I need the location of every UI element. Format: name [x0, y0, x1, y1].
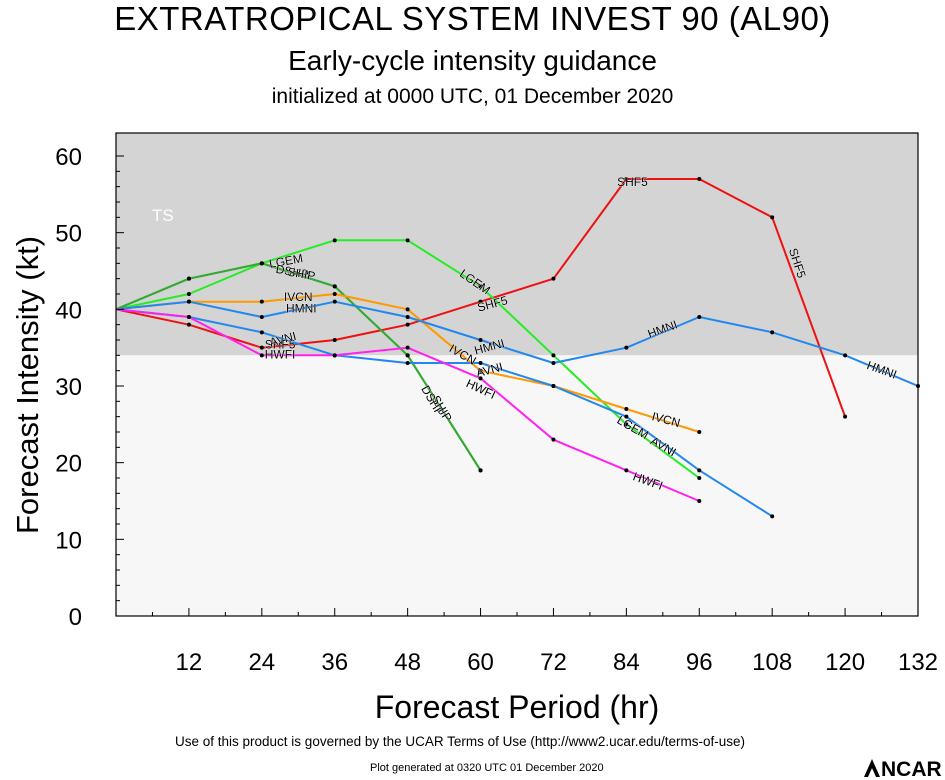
data-point-hmni — [551, 361, 556, 365]
series-label-ivcn: IVCN — [284, 290, 313, 304]
data-point-avni — [624, 414, 629, 419]
data-point-shf5 — [186, 322, 191, 327]
y-tick-label: 40 — [55, 297, 82, 324]
series-label-hwfi: HWFI — [265, 348, 296, 362]
data-point-ivcn — [332, 292, 337, 296]
y-axis-label: Forecast Intensity (kt) — [10, 236, 45, 534]
ncar-logo-text: NCAR — [881, 758, 942, 780]
data-point-hwfi — [551, 437, 556, 442]
init-time-label: initialized at 0000 UTC, 01 December 202… — [271, 85, 674, 108]
y-tick-label: 20 — [55, 451, 82, 478]
data-point-avni — [478, 361, 483, 365]
series-label-shf5: SHF5 — [265, 338, 296, 352]
series-label-ship: SHIP — [286, 265, 316, 284]
data-point-ship — [405, 353, 410, 358]
y-tick-label: 50 — [55, 221, 82, 248]
data-point-ship — [478, 468, 483, 473]
generated-time-text: Plot generated at 0320 UTC 01 December 2… — [370, 762, 604, 774]
data-point-lgem — [478, 284, 483, 289]
data-point-shf5 — [478, 299, 483, 304]
data-point-hwfi — [624, 468, 629, 473]
data-point-hmni — [405, 315, 410, 319]
data-point-hmni — [697, 315, 702, 319]
data-point-ivcn — [405, 307, 410, 312]
data-point-hmni — [478, 338, 483, 342]
x-tick-label: 48 — [394, 649, 421, 676]
data-point-ivcn — [624, 407, 629, 411]
series-line-hmni — [115, 300, 919, 387]
series-label-hmni: HMNI — [286, 302, 317, 316]
data-point-ship — [332, 284, 337, 289]
data-point-shf5 — [697, 177, 702, 181]
y-tick-label: 30 — [55, 374, 82, 401]
data-point-shf5 — [624, 177, 629, 181]
data-point-ship — [259, 261, 264, 266]
data-point-avni — [259, 330, 264, 335]
series-label-shf5: SHF5 — [617, 175, 648, 189]
data-point-lgem — [697, 476, 702, 480]
x-tick-label: 132 — [898, 649, 938, 676]
x-tick-label: 12 — [176, 649, 203, 676]
data-point-hwfi — [478, 376, 483, 381]
intensity-region-ts — [116, 133, 918, 356]
data-point-ivcn — [697, 430, 702, 434]
x-tick-label: 120 — [825, 649, 865, 676]
chart-title: EXTRATROPICAL SYSTEM INVEST 90 (AL90) — [114, 0, 831, 37]
x-tick-label: 72 — [540, 649, 567, 676]
data-point-shf5 — [770, 215, 775, 220]
chart-subtitle: Early-cycle intensity guidance — [288, 45, 657, 76]
data-point-ship — [186, 276, 191, 281]
x-tick-label: 108 — [752, 649, 792, 676]
data-point-hwfi — [332, 353, 337, 358]
data-point-ivcn — [478, 368, 483, 373]
data-point-hwfi — [405, 345, 410, 350]
ncar-logo: NCAR — [864, 758, 942, 780]
x-axis-label: Forecast Period (hr) — [375, 689, 660, 725]
data-point-hwfi — [186, 315, 191, 319]
data-point-shf5 — [551, 276, 556, 281]
data-point-hmni — [624, 345, 629, 350]
intensity-plot: TS SHF5SHF5SHF5SHF5LGEMLGEMLGEMDSHPDSHPS… — [10, 132, 938, 725]
y-tick-label: 10 — [55, 527, 82, 554]
data-point-shf5 — [843, 414, 848, 419]
data-point-hmni — [186, 299, 191, 304]
x-tick-label: 24 — [248, 649, 275, 676]
data-point-shf5 — [259, 345, 264, 350]
data-point-lgem — [551, 353, 556, 358]
data-point-avni — [405, 361, 410, 365]
x-tick-label: 96 — [686, 649, 713, 676]
data-point-lgem — [332, 238, 337, 243]
data-point-lgem — [405, 238, 410, 243]
data-point-avni — [770, 514, 775, 519]
data-point-lgem — [186, 292, 191, 296]
data-point-shf5 — [405, 322, 410, 327]
terms-of-use-text: Use of this product is governed by the U… — [175, 734, 745, 749]
series-label-lgem: LGEM — [268, 251, 304, 271]
x-tick-label: 60 — [467, 649, 494, 676]
data-point-hmni — [259, 315, 264, 319]
data-point-hwfi — [697, 499, 702, 503]
region-label: TS — [152, 206, 174, 225]
intensity-region-td — [116, 355, 918, 616]
y-tick-label: 0 — [69, 604, 82, 631]
x-tick-label: 84 — [613, 649, 640, 676]
data-point-shf5 — [332, 338, 337, 342]
series-label-dshp: DSHP — [275, 262, 310, 282]
series-line-ship — [115, 262, 482, 471]
data-point-avni — [551, 384, 556, 388]
data-point-hmni — [843, 353, 848, 358]
data-point-lgem — [624, 422, 629, 427]
x-tick-label: 36 — [321, 649, 348, 676]
data-point-hwfi — [259, 353, 264, 358]
data-point-hmni — [332, 299, 337, 304]
data-point-avni — [697, 468, 702, 473]
y-tick-label: 60 — [55, 144, 82, 171]
data-point-ivcn — [259, 299, 264, 304]
data-point-hmni — [770, 330, 775, 335]
